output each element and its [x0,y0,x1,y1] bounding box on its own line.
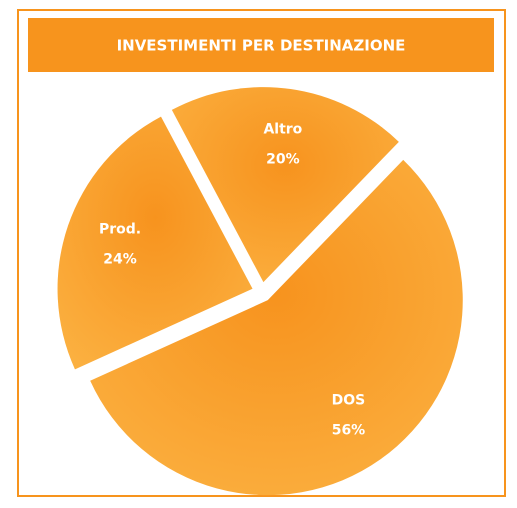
title-bar [28,18,494,72]
slice-value-label: 24% [103,252,137,268]
pie-slice [90,159,463,496]
slice-label: Prod. [99,222,141,238]
slice-value-label: 20% [266,151,300,167]
chart-title: INVESTIMENTI PER DESTINAZIONE [117,37,406,55]
slice-label: Altro [263,121,302,137]
slice-label: DOS [332,393,366,409]
pie-slice [57,116,253,370]
pie-slice [171,87,399,283]
slice-value-label: 56% [332,423,366,439]
